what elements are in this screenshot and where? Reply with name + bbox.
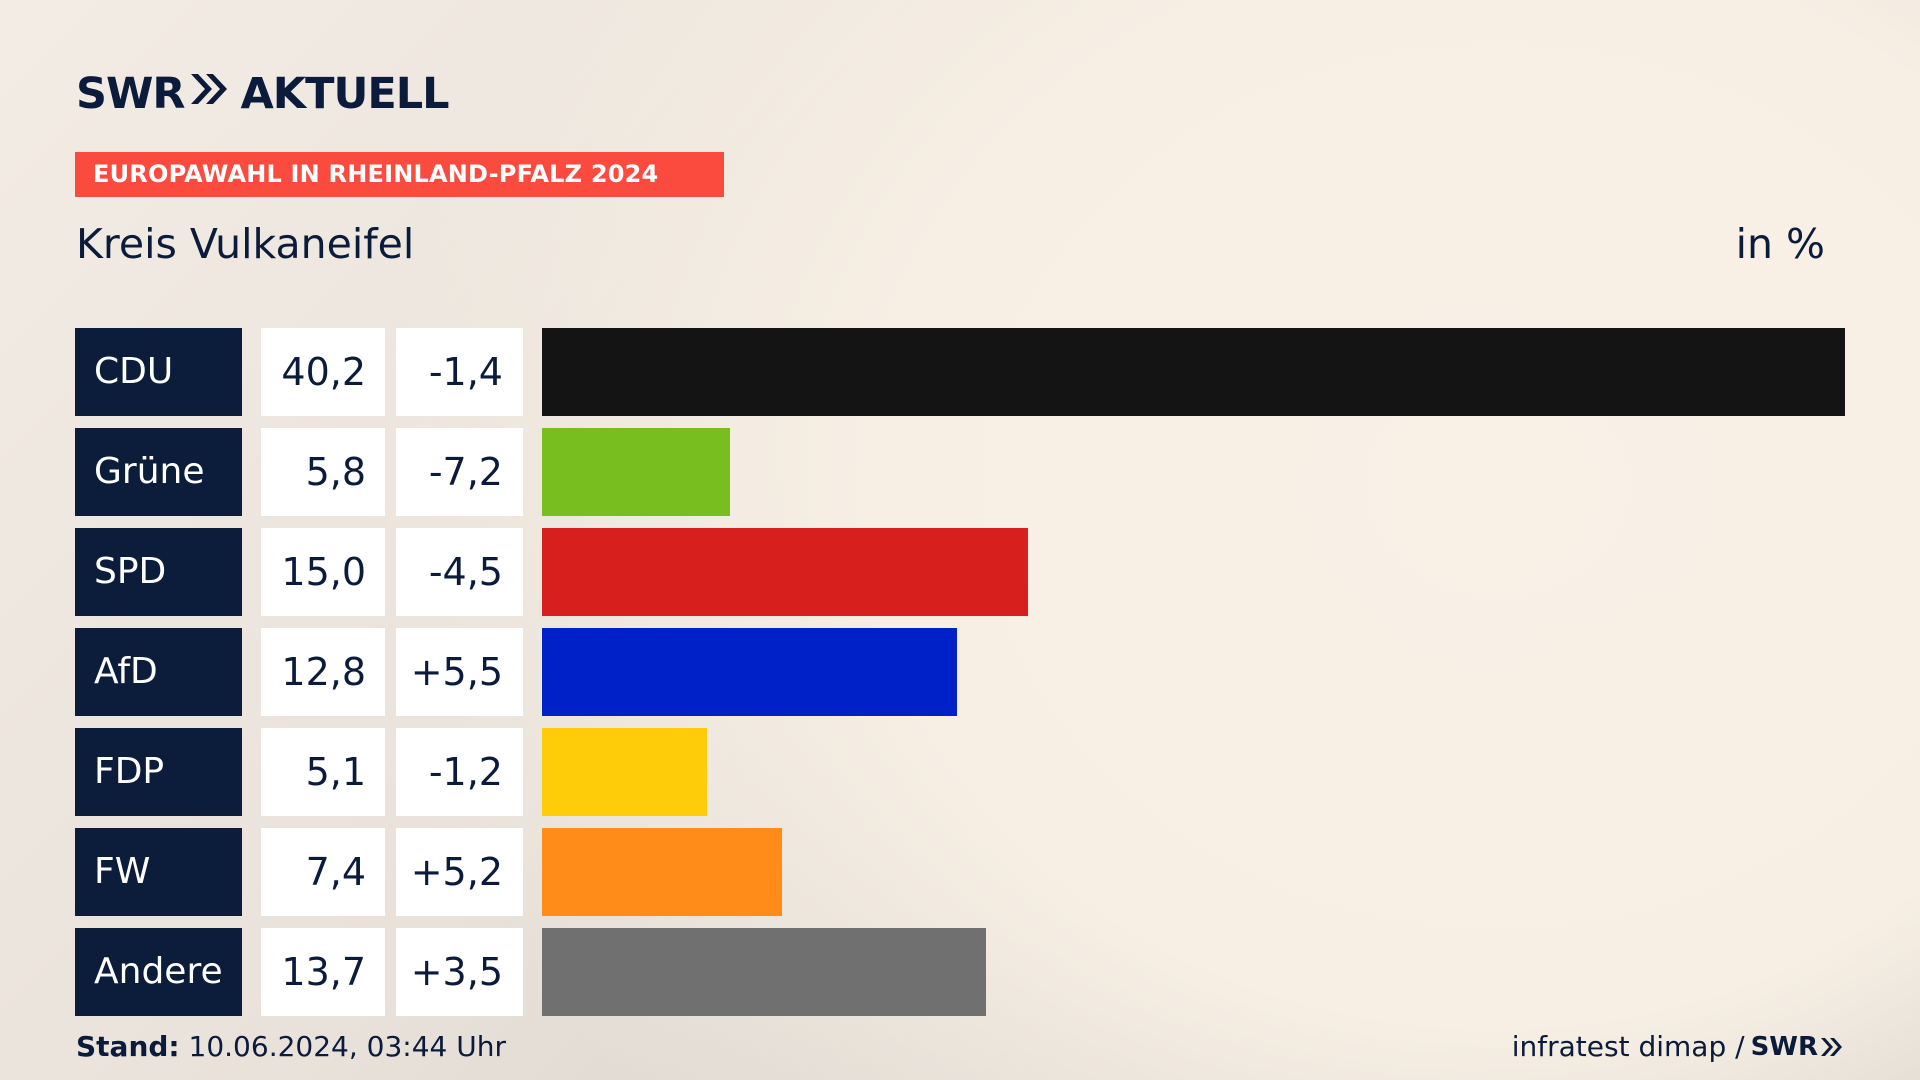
vote-share-label: 5,1 <box>261 728 385 816</box>
result-bar <box>542 328 1845 416</box>
vote-share-label: 13,7 <box>261 928 385 1016</box>
result-bar <box>542 528 1028 616</box>
change-label: +3,5 <box>396 928 523 1016</box>
result-bar <box>542 828 782 916</box>
change-label: -1,4 <box>396 328 523 416</box>
change-label: -4,5 <box>396 528 523 616</box>
result-row: FDP 5,1 -1,2 <box>0 728 1920 816</box>
source-brand-text: SWR <box>1750 1031 1818 1062</box>
vote-share-label: 7,4 <box>261 828 385 916</box>
result-row: SPD 15,0 -4,5 <box>0 528 1920 616</box>
result-row: FW 7,4 +5,2 <box>0 828 1920 916</box>
result-bar <box>542 428 730 516</box>
party-label: Andere <box>75 928 242 1016</box>
double-chevron-icon <box>189 69 229 119</box>
result-bar <box>542 928 986 1016</box>
vote-share-label: 40,2 <box>261 328 385 416</box>
result-row: Grüne 5,8 -7,2 <box>0 428 1920 516</box>
party-label: CDU <box>75 328 242 416</box>
result-row: CDU 40,2 -1,4 <box>0 328 1920 416</box>
result-bar <box>542 728 707 816</box>
vote-share-label: 5,8 <box>261 428 385 516</box>
change-label: +5,5 <box>396 628 523 716</box>
stand-label: Stand: <box>76 1030 180 1063</box>
region-title: Kreis Vulkaneifel <box>76 220 415 268</box>
source-text: infratest dimap / <box>1511 1030 1745 1063</box>
party-label: FDP <box>75 728 242 816</box>
logo-swr-text: SWR <box>76 69 186 119</box>
unit-label: in % <box>1735 220 1825 268</box>
logo-aktuell-text: AKTUELL <box>240 69 450 119</box>
vote-share-label: 15,0 <box>261 528 385 616</box>
result-row: Andere 13,7 +3,5 <box>0 928 1920 1016</box>
swr-aktuell-logo: SWR AKTUELL <box>76 66 450 122</box>
vote-share-label: 12,8 <box>261 628 385 716</box>
party-label: AfD <box>75 628 242 716</box>
party-label: FW <box>75 828 242 916</box>
party-label: SPD <box>75 528 242 616</box>
stand-value: 10.06.2024, 03:44 Uhr <box>188 1030 506 1063</box>
double-chevron-small-icon <box>1821 1037 1842 1056</box>
source-brand: SWR <box>1751 1032 1844 1062</box>
result-row: AfD 12,8 +5,5 <box>0 628 1920 716</box>
party-label: Grüne <box>75 428 242 516</box>
election-tag: EUROPAWAHL IN RHEINLAND-PFALZ 2024 <box>75 152 724 197</box>
timestamp: Stand: 10.06.2024, 03:44 Uhr <box>76 1030 506 1063</box>
change-label: -7,2 <box>396 428 523 516</box>
result-bar <box>542 628 957 716</box>
source-credit: infratest dimap / SWR <box>1512 1030 1844 1063</box>
change-label: +5,2 <box>396 828 523 916</box>
change-label: -1,2 <box>396 728 523 816</box>
